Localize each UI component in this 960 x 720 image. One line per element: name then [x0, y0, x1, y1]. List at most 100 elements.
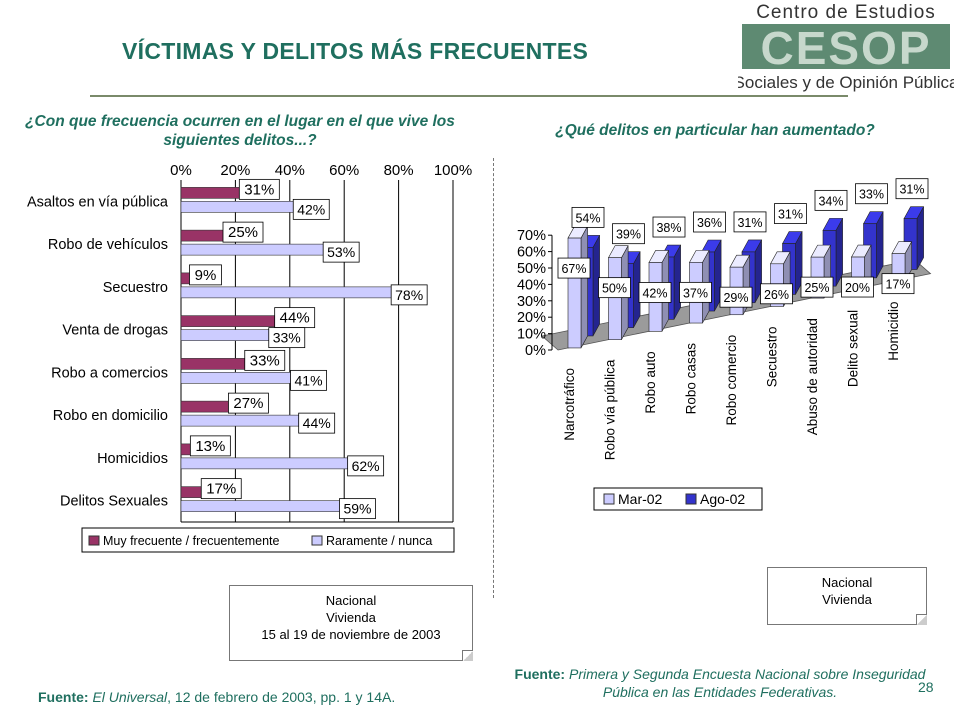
- data-label-box: [200, 478, 242, 500]
- y-tick-label: 50%: [517, 261, 546, 277]
- y-tick-label: 70%: [517, 228, 546, 244]
- bar-raramente: [180, 329, 272, 341]
- data-label-box: [571, 206, 605, 228]
- data-label-mar-02: 42%: [642, 286, 667, 300]
- logo-line1: Centro de Estudios: [756, 2, 936, 23]
- data-label-box: [268, 327, 306, 349]
- data-label-box: [228, 392, 269, 414]
- logo-mark-background: [742, 24, 950, 69]
- category-label: Delito sexual: [846, 310, 861, 387]
- data-label-box: [679, 281, 712, 303]
- data-label-muy-frecuente: 13%: [195, 438, 225, 455]
- legend-swatch-mar-02: [603, 493, 615, 505]
- data-label-box: [855, 183, 888, 205]
- source-right-text: Primera y Segunda Encuesta Nacional sobr…: [569, 666, 926, 700]
- x-tick-label: 40%: [275, 162, 305, 179]
- data-label-muy-frecuente: 27%: [233, 395, 263, 412]
- data-label-mar-02: 37%: [683, 286, 708, 300]
- data-label-mar-02: 25%: [804, 281, 829, 295]
- source-left-publication: El Universal: [92, 689, 168, 705]
- source-left-detail: , 12 de febrero de 2003, pp. 1 y 14A.: [167, 689, 396, 705]
- data-label-raramente: 41%: [295, 372, 323, 388]
- note-left: Nacional Vivienda 15 al 19 de noviembre …: [229, 585, 473, 661]
- data-label-muy-frecuente: 9%: [195, 267, 217, 284]
- data-label-raramente: 59%: [343, 501, 371, 517]
- data-label-ago-02: 31%: [778, 208, 803, 222]
- data-label-box: [800, 276, 834, 298]
- data-label-box: [244, 349, 286, 371]
- data-label-box: [895, 178, 929, 200]
- data-label-box: [612, 223, 645, 245]
- bar-raramente: [180, 286, 394, 299]
- data-label-box: [238, 178, 280, 200]
- legend-box: [81, 527, 455, 553]
- data-label-mar-02: 29%: [723, 291, 748, 305]
- bar-raramente: [180, 500, 342, 512]
- y-tick-label: 20%: [517, 310, 546, 326]
- y-tick-label: 60%: [517, 245, 546, 261]
- category-label: Robo a comercios: [51, 365, 168, 381]
- y-tick-label: 30%: [517, 294, 546, 310]
- data-label-ago-02: 38%: [656, 221, 681, 235]
- data-label-box: [347, 455, 385, 477]
- data-label-box: [841, 276, 874, 298]
- data-label-muy-frecuente: 25%: [228, 224, 258, 241]
- source-left: Fuente: El Universal, 12 de febrero de 2…: [38, 688, 395, 706]
- column-mar-02-side: [580, 225, 588, 349]
- bar-raramente: [180, 243, 326, 256]
- data-label-box: [298, 412, 336, 434]
- x-tick-label: 0%: [170, 162, 192, 179]
- increase-3d-column-chart: 0%10%20%30%40%50%60%70%54%67%Narcotráfic…: [517, 178, 932, 511]
- data-label-raramente: 62%: [352, 458, 380, 474]
- data-label-raramente: 78%: [395, 287, 423, 303]
- category-label: Venta de drogas: [62, 323, 168, 339]
- legend-label-raramente: Raramente / nunca: [326, 534, 432, 548]
- cesop-logo: Centro de Estudios CESOP Sociales y de O…: [738, 2, 954, 92]
- category-label: Robo casas: [684, 343, 699, 415]
- header-rule: [90, 95, 848, 97]
- data-label-mar-02: 26%: [764, 288, 789, 302]
- data-label-raramente: 53%: [327, 244, 355, 260]
- legend-swatch-raramente: [311, 535, 323, 546]
- data-label-ago-02: 31%: [899, 183, 924, 197]
- right-chart-question: ¿Qué delitos en particular han aumentado…: [555, 122, 875, 139]
- data-label-ago-02: 54%: [575, 211, 600, 225]
- data-label-muy-frecuente: 44%: [280, 310, 310, 327]
- data-label-box: [322, 241, 360, 263]
- legend-label-muy-frecuente: Muy frecuente / frecuentemente: [103, 534, 280, 548]
- data-label-box: [557, 257, 591, 279]
- data-label-box: [693, 211, 726, 233]
- source-left-label: Fuente:: [38, 689, 89, 705]
- data-label-box: [189, 264, 222, 286]
- legend-label-mar-02: Mar-02: [618, 491, 663, 507]
- data-label-muy-frecuente: 33%: [250, 352, 280, 369]
- note-left-line2: Vivienda: [326, 610, 376, 625]
- data-label-box: [339, 498, 376, 520]
- data-label-box: [598, 277, 631, 299]
- bar-raramente: [180, 414, 301, 427]
- category-label: Robo auto: [643, 351, 658, 413]
- data-label-box: [292, 198, 330, 220]
- data-label-box: [652, 216, 686, 238]
- source-right-label: Fuente:: [514, 666, 566, 682]
- category-label: Narcotráfico: [562, 368, 577, 441]
- category-label: Secuestro: [765, 326, 780, 387]
- legend-box: [593, 487, 763, 511]
- category-label: Homicidios: [97, 451, 168, 467]
- x-tick-label: 100%: [434, 162, 472, 179]
- category-label: Robo vía pública: [603, 359, 618, 460]
- data-label-box: [390, 284, 428, 306]
- data-label-ago-02: 36%: [697, 216, 722, 230]
- data-label-ago-02: 34%: [818, 194, 843, 208]
- y-tick-label: 10%: [517, 327, 546, 343]
- note-right: Nacional Vivienda: [767, 567, 927, 625]
- data-label-mar-02: 17%: [885, 278, 910, 292]
- data-label-box: [719, 286, 753, 308]
- left-chart-question: ¿Con que frecuencia ocurren en el lugar …: [25, 113, 455, 149]
- x-tick-label: 20%: [220, 162, 250, 179]
- source-right: Fuente: Primera y Segunda Encuesta Nacio…: [500, 665, 940, 701]
- data-label-box: [638, 282, 672, 303]
- category-label: Secuestro: [103, 280, 168, 296]
- data-label-box: [290, 369, 327, 391]
- data-label-box: [760, 283, 793, 305]
